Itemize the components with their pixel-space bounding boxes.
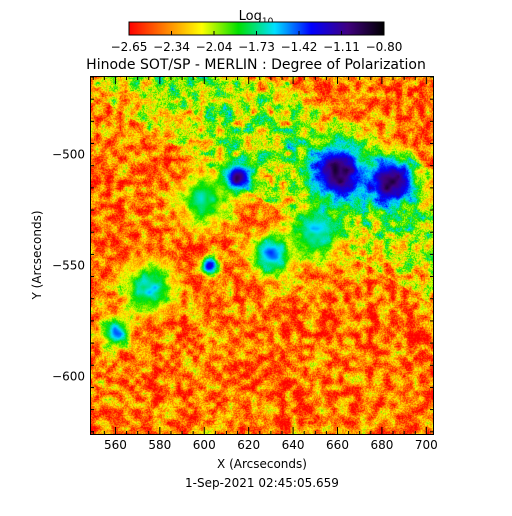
x-tick-label: 600 [193,438,216,452]
x-tick-label: 560 [104,438,127,452]
x-tick-label: 680 [370,438,393,452]
colorbar-tick-label: −2.65 [111,40,148,54]
chart-timestamp: 1-Sep-2021 02:45:05.659 [185,476,339,490]
plot-frame [90,76,434,435]
chart-title: Hinode SOT/SP - MERLIN : Degree of Polar… [86,57,426,73]
colorbar-tick-label: −1.73 [238,40,275,54]
x-axis-label: X (Arcseconds) [217,457,307,471]
colorbar-tick-label: −2.04 [196,40,233,54]
x-axis: 560 580 600 620 640 660 680 700 [92,77,438,452]
colorbar-tick-label: −0.80 [366,40,403,54]
y-tick-label: −500 [52,148,85,162]
x-tick-label: 700 [415,438,438,452]
colorbar-tick-label: −1.42 [281,40,318,54]
colorbar-tick-label: −1.11 [323,40,360,54]
heatmap-image [90,76,434,435]
x-tick-label: 620 [237,438,260,452]
y-axis-label: Y (Arcseconds) [30,210,44,300]
y-axis: −500 −550 −600 [52,76,433,433]
x-tick-label: 640 [282,438,305,452]
colorbar-tick-label: −2.34 [153,40,190,54]
y-tick-label: −550 [52,258,85,272]
colorbar: Log10 −2.65−2.34−2.04−1.73−1.42−1.11−0.8… [111,9,403,54]
y-tick-label: −600 [52,369,85,383]
x-tick-label: 660 [326,438,349,452]
colorbar-ticks: −2.65 −2.34 −2.04 −1.73 −1.42 −1.11 −0.80 [111,31,403,54]
x-tick-label: 580 [148,438,171,452]
